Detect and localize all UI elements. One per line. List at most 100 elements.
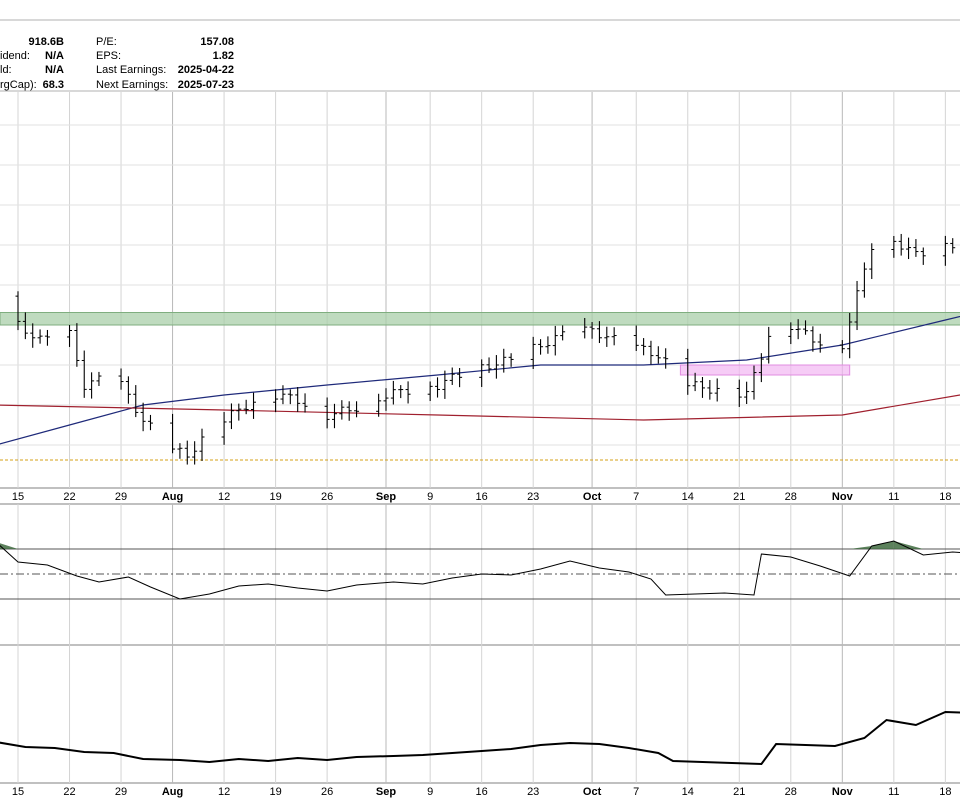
price-bar [96,371,102,387]
price-bar [177,443,183,459]
price-bar [295,387,301,412]
price-bar [538,339,544,355]
x-axis-label: 7 [633,491,639,503]
price-bar [950,238,956,254]
price-bar [22,312,28,340]
x-axis-label: 18 [939,491,951,503]
next-earnings-label: Next Earnings: [96,79,169,91]
x-axis-label: 9 [427,491,433,503]
price-bar [376,393,382,417]
support-zone [679,364,851,376]
price-bar [331,403,337,429]
price-bar [243,399,249,415]
price-bar [339,400,345,420]
price-bar [758,353,764,383]
last-earnings-label: Last Earnings: [96,64,167,76]
oscillator-line [0,540,960,600]
price-bar [457,368,463,388]
resistance-zone [0,312,960,326]
oscillator-overbought-fill [871,541,894,549]
price-bar [692,372,698,392]
x-axis-label: 16 [476,491,488,503]
next-earnings-value: 2025-07-23 [177,79,234,91]
eps-label: EPS: [96,50,122,62]
price-bar [751,365,757,400]
x-axis-label: Nov [832,491,854,503]
price-bar [15,291,21,331]
price-bar [891,235,897,258]
pe-value: 157.08 [200,36,234,48]
price-bar [346,401,352,421]
price-bar [74,323,80,367]
price-bar [604,326,610,347]
price-bar [44,329,50,346]
yield-value: N/A [45,64,64,76]
x-axis-label: 12 [218,491,230,503]
price-bar [942,235,948,266]
x-axis-label: 7 [633,786,639,798]
last-earnings-value: 2025-04-22 [177,64,234,76]
price-bar [795,319,801,340]
price-bar [67,325,73,347]
price-bar [861,262,867,298]
x-axis-label: 19 [269,786,281,798]
x-axis-label: 22 [63,491,75,503]
price-bar [236,403,242,421]
price-bar [147,414,153,431]
price-bar [589,322,595,339]
x-axis-label: Sep [376,491,396,503]
price-bar [633,325,639,352]
price-bar [140,402,146,432]
x-axis-label: Oct [583,786,602,798]
price-bar [611,327,617,346]
price-bar [869,243,875,279]
price-bar [427,381,433,402]
x-axis-label: Aug [162,491,183,503]
price-bar [560,325,566,341]
price-bar [663,348,669,369]
price-bar [920,247,926,265]
price-bar [405,381,411,404]
price-bar [839,340,845,354]
price-bar [354,401,360,418]
oscillator-overbought-fill [849,546,872,549]
eps-value: 1.82 [212,50,234,62]
x-axis-label: 9 [427,786,433,798]
price-bar [493,355,499,379]
x-axis-label: Sep [376,786,396,798]
price-bar [655,346,661,364]
price-bar [508,353,514,367]
price-bar [552,325,558,356]
x-axis-label: 26 [321,491,333,503]
price-bar [37,329,43,344]
x-axis-label: 14 [682,491,694,503]
price-bar [803,320,809,335]
x-axis-label: 22 [63,786,75,798]
price-bar [302,393,308,413]
price-bar [744,381,750,404]
oscillator-overbought-fill [893,541,924,549]
x-axis-label: 11 [888,491,899,503]
price-bar [398,385,404,399]
price-bar [788,322,794,345]
x-axis-label: Nov [832,786,854,798]
price-bar [287,389,293,405]
price-bar [30,323,36,348]
price-bar [707,379,713,400]
price-bar [582,317,588,339]
price-bar [273,389,279,413]
price-bar [184,440,190,465]
x-axis-label: 19 [269,491,281,503]
x-axis-label: Aug [162,786,183,798]
price-bar [192,441,198,465]
price-bar [228,403,234,430]
price-bar [442,370,448,399]
price-bar [847,312,853,359]
x-axis-label: 29 [115,491,127,503]
yield-label: ld: [0,64,12,76]
rsi-value: 68.3 [42,79,64,91]
rsi-label: rgCap): [0,79,37,91]
x-axis-label: 21 [733,491,745,503]
price-bar [133,385,139,418]
